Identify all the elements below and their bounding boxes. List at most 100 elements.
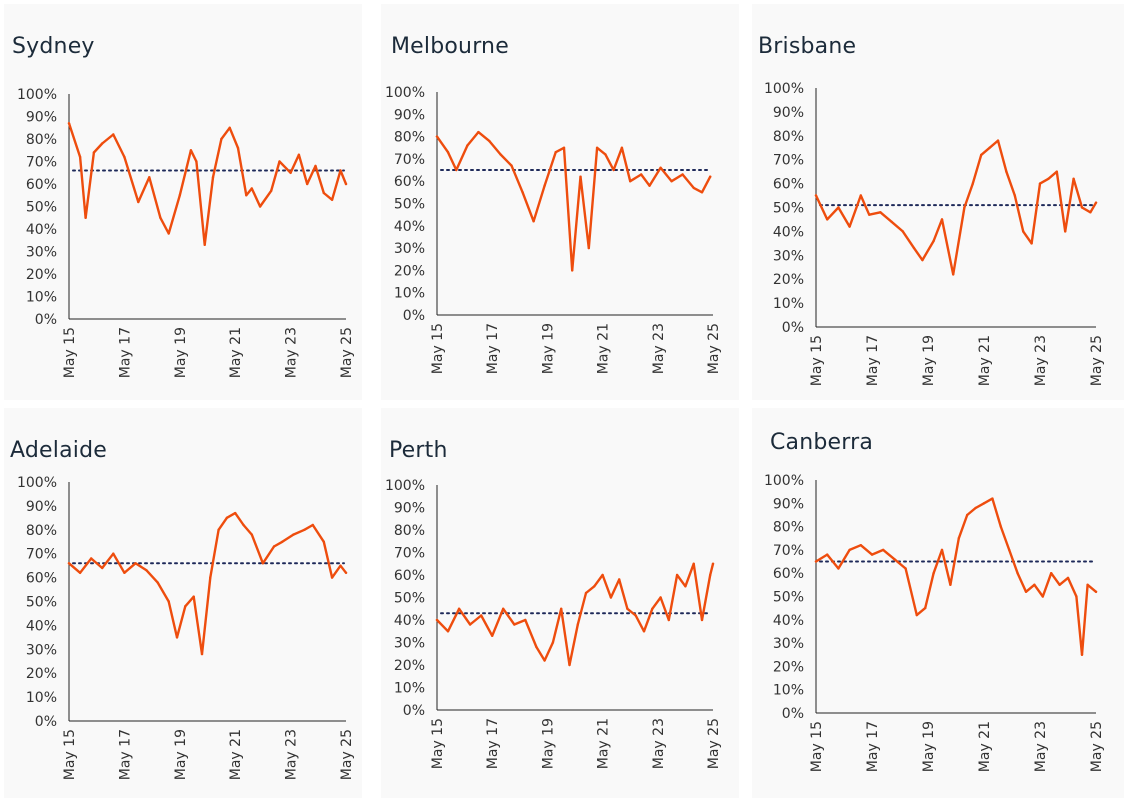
data-point — [261, 562, 265, 565]
y-tick-label: 50% — [26, 200, 57, 216]
data-point — [101, 142, 104, 145]
data-point — [940, 548, 944, 552]
y-tick-label: 90% — [26, 499, 57, 515]
y-tick-label: 70% — [26, 155, 57, 171]
data-point — [1080, 206, 1084, 209]
data-point — [123, 155, 126, 159]
data-point — [651, 607, 654, 610]
y-tick-label: 0% — [403, 308, 425, 324]
x-tick-label: May 25 — [706, 718, 722, 769]
y-tick-label: 50% — [394, 591, 425, 607]
y-tick-label: 70% — [26, 547, 57, 563]
y-tick-label: 100% — [17, 475, 57, 491]
data-point — [684, 585, 687, 588]
y-tick-label: 20% — [26, 267, 57, 283]
data-point — [709, 175, 712, 178]
data-point — [339, 169, 342, 172]
brisbane-chart: 0% 10% 20% 30% 40% 50% 60% 70% 80% 90% 100% May 15 M… — [764, 81, 1105, 386]
data-point — [604, 153, 607, 156]
series-line — [814, 139, 1098, 276]
data-point — [999, 525, 1002, 528]
y-tick-label: 30% — [26, 642, 57, 658]
series-line — [435, 130, 712, 272]
y-tick-label: 10% — [26, 690, 57, 706]
data-point — [535, 645, 538, 649]
y-tick-label: 50% — [394, 197, 425, 213]
data-point — [289, 171, 292, 174]
x-tick-label: May 19 — [921, 335, 937, 386]
data-point — [576, 623, 579, 626]
data-point — [234, 511, 237, 515]
data-point — [134, 562, 137, 565]
x-tick-label: May 17 — [485, 323, 501, 374]
data-point — [912, 246, 916, 250]
data-point — [554, 151, 557, 154]
data-point — [1016, 572, 1019, 575]
y-tick-label: 60% — [26, 571, 57, 587]
data-point — [1050, 572, 1053, 575]
data-point — [837, 206, 840, 209]
data-point — [435, 135, 439, 138]
data-point — [303, 528, 306, 531]
data-point — [837, 567, 840, 570]
data-point — [700, 191, 704, 194]
melbourne-chart: 0% 10% 20% 30% 40% 50% 60% 70% 80% 90% 100% May 15 M… — [385, 85, 722, 374]
data-point — [1033, 583, 1036, 586]
data-point — [446, 151, 450, 154]
y-tick-label: 10% — [394, 681, 425, 697]
data-point — [924, 606, 927, 610]
y-tick-label: 100% — [17, 87, 57, 103]
y-tick-label: 60% — [394, 174, 425, 190]
data-point — [513, 623, 516, 626]
x-tick-label: May 15 — [62, 729, 78, 780]
data-point — [314, 164, 317, 168]
x-tick-label: May 15 — [430, 323, 446, 374]
adelaide-chart-panel: Adelaide 0% 10% 20% 30% 40% 50% 60% 70% 80% 90% 10… — [4, 408, 362, 798]
data-point — [620, 146, 624, 149]
chart-title: Adelaide — [10, 438, 107, 463]
data-point — [344, 182, 348, 186]
x-tick-label: May 25 — [339, 327, 355, 378]
data-point — [988, 146, 991, 149]
data-point — [137, 200, 140, 204]
x-tick-label: May 15 — [809, 721, 825, 772]
data-point — [92, 151, 96, 154]
y-tick-label: 30% — [773, 248, 804, 264]
adelaide-chart: 0% 10% 20% 30% 40% 50% 60% 70% 80% 90% 100% May 15 M… — [17, 475, 355, 780]
data-point — [882, 548, 885, 552]
data-point — [322, 191, 325, 195]
data-point — [228, 126, 231, 129]
data-point — [1013, 194, 1016, 197]
data-point — [101, 566, 104, 570]
data-point — [67, 562, 71, 565]
data-point — [330, 198, 334, 201]
y-tick-label: 30% — [26, 245, 57, 261]
x-tick-label: May 23 — [651, 718, 667, 769]
x-tick-label: May 19 — [921, 721, 937, 772]
x-tick-label: May 19 — [540, 323, 556, 374]
data-point — [292, 533, 295, 536]
data-point — [932, 239, 935, 243]
data-point — [488, 139, 491, 143]
series-line — [67, 122, 348, 247]
y-tick-label: 0% — [782, 320, 804, 336]
data-point — [949, 583, 952, 586]
x-tick-label: May 25 — [339, 729, 355, 780]
x-tick-label: May 19 — [540, 718, 556, 769]
sydney-chart: 0% 10% 20% 30% 40% 50% 60% 70% 80% 90% 100% May 15 M… — [17, 87, 355, 378]
series-line — [67, 511, 348, 656]
data-point — [466, 144, 469, 147]
data-point — [982, 502, 986, 505]
data-point — [1041, 595, 1044, 598]
data-point — [642, 630, 646, 633]
x-tick-label: May 15 — [62, 327, 78, 378]
data-point — [250, 187, 253, 190]
data-point — [1094, 590, 1098, 593]
canberra-chart: 0% 10% 20% 30% 40% 50% 60% 70% 80% 90% 100% May 15 M… — [764, 473, 1105, 772]
data-point — [220, 137, 223, 141]
y-tick-label: 80% — [26, 132, 57, 148]
data-point — [893, 558, 896, 561]
data-point — [1094, 201, 1098, 204]
data-point — [1066, 576, 1070, 580]
data-point — [189, 149, 193, 152]
